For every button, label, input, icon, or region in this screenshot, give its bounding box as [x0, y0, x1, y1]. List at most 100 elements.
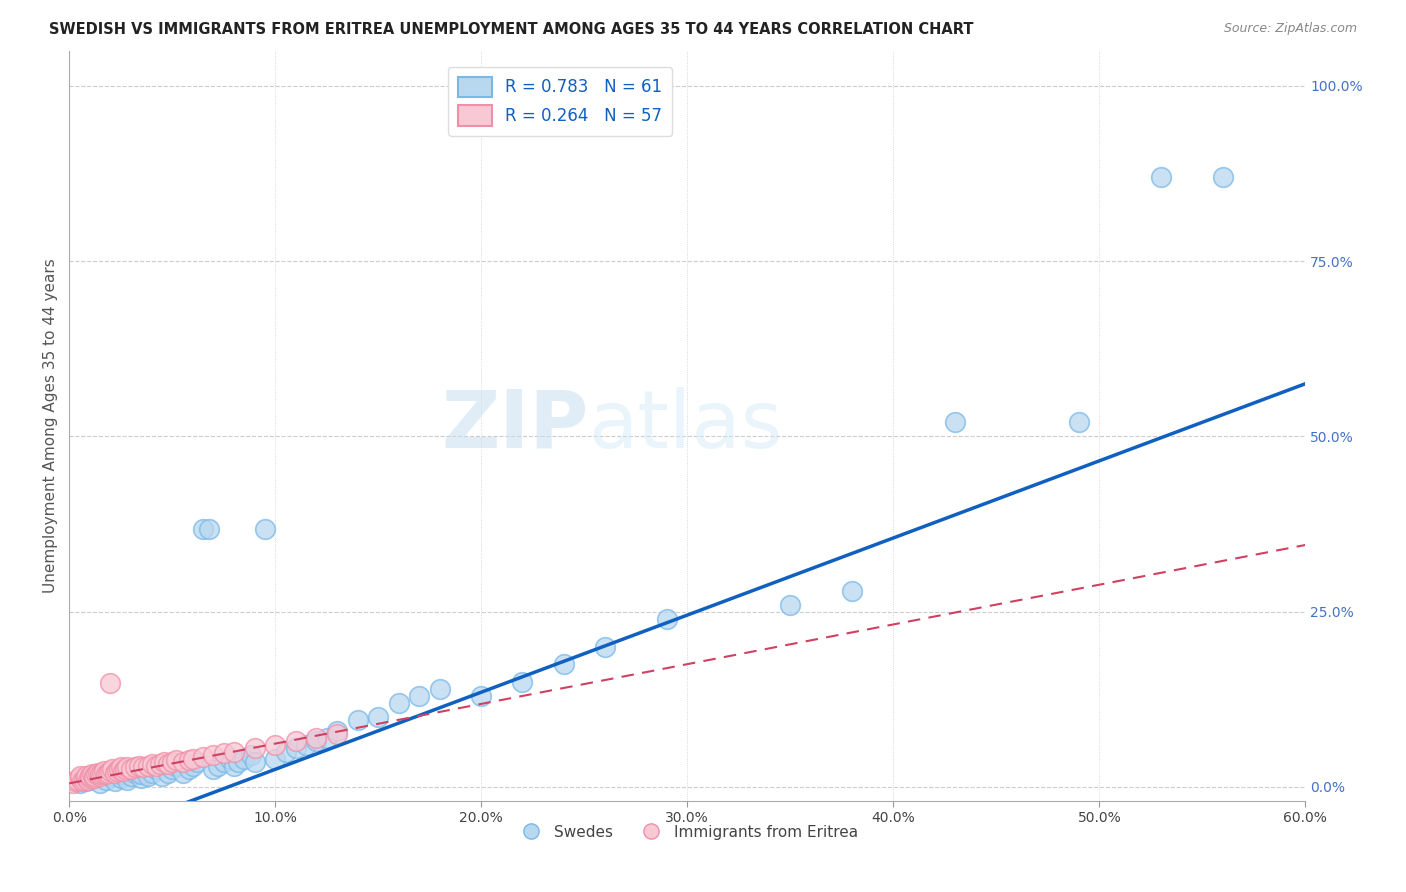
Point — [233, 752, 256, 766]
Point — [124, 765, 146, 780]
Point — [79, 769, 101, 783]
Y-axis label: Unemployment Among Ages 35 to 44 years: Unemployment Among Ages 35 to 44 years — [44, 259, 58, 593]
Point — [120, 769, 142, 783]
Point — [207, 759, 229, 773]
Point — [157, 765, 180, 780]
Text: ZIP: ZIP — [441, 387, 589, 465]
Point — [84, 767, 107, 781]
Point — [239, 748, 262, 763]
Point — [141, 765, 163, 780]
Point — [162, 762, 184, 776]
Point — [172, 765, 194, 780]
Point — [1067, 415, 1090, 429]
Point — [655, 611, 678, 625]
Point — [83, 772, 105, 786]
Point — [132, 760, 155, 774]
Point — [69, 769, 91, 783]
Point — [89, 776, 111, 790]
Point — [128, 759, 150, 773]
Point — [105, 764, 128, 779]
Point — [177, 762, 200, 776]
Point — [150, 769, 173, 783]
Point — [198, 522, 221, 536]
Point — [115, 760, 138, 774]
Point — [100, 769, 122, 783]
Point — [191, 522, 214, 536]
Point — [408, 689, 430, 703]
Point — [212, 746, 235, 760]
Point — [87, 765, 110, 780]
Point — [429, 681, 451, 696]
Point — [75, 769, 97, 783]
Point — [111, 764, 134, 779]
Point — [512, 674, 534, 689]
Point — [219, 752, 242, 766]
Point — [75, 774, 97, 789]
Point — [346, 713, 368, 727]
Point — [110, 767, 132, 781]
Point — [153, 756, 176, 770]
Point — [136, 759, 159, 773]
Point — [89, 767, 111, 781]
Point — [79, 772, 101, 787]
Point — [72, 772, 94, 787]
Text: Source: ZipAtlas.com: Source: ZipAtlas.com — [1223, 22, 1357, 36]
Point — [69, 772, 91, 786]
Point — [120, 762, 142, 776]
Point — [253, 522, 276, 536]
Point — [89, 769, 111, 783]
Point — [93, 764, 115, 779]
Text: SWEDISH VS IMMIGRANTS FROM ERITREA UNEMPLOYMENT AMONG AGES 35 TO 44 YEARS CORREL: SWEDISH VS IMMIGRANTS FROM ERITREA UNEMP… — [49, 22, 974, 37]
Point — [305, 734, 328, 748]
Point — [181, 752, 204, 766]
Point — [284, 734, 307, 748]
Point — [136, 769, 159, 783]
Point — [114, 762, 136, 776]
Point — [107, 762, 129, 776]
Point — [284, 741, 307, 756]
Point — [79, 772, 101, 786]
Point — [388, 696, 411, 710]
Point — [83, 772, 105, 786]
Point — [80, 767, 103, 781]
Point — [177, 753, 200, 767]
Point — [1212, 169, 1234, 184]
Point — [97, 765, 120, 780]
Point — [100, 676, 122, 690]
Point — [841, 583, 863, 598]
Point — [181, 759, 204, 773]
Point — [191, 750, 214, 764]
Point — [62, 776, 84, 790]
Point — [83, 769, 105, 783]
Point — [141, 757, 163, 772]
Point — [243, 741, 266, 756]
Point — [157, 757, 180, 772]
Point — [553, 657, 575, 672]
Point — [315, 731, 337, 745]
Point — [110, 760, 132, 774]
Point — [115, 772, 138, 787]
Point — [103, 765, 125, 780]
Point — [100, 764, 122, 779]
Legend: Swedes, Immigrants from Eritrea: Swedes, Immigrants from Eritrea — [510, 819, 865, 846]
Point — [75, 772, 97, 786]
Point — [110, 772, 132, 786]
Point — [243, 756, 266, 770]
Point — [76, 772, 98, 787]
Text: atlas: atlas — [589, 387, 783, 465]
Point — [103, 774, 125, 789]
Point — [66, 772, 89, 787]
Point — [101, 762, 124, 776]
Point — [162, 756, 184, 770]
Point — [779, 598, 801, 612]
Point — [145, 759, 167, 773]
Point — [326, 723, 349, 738]
Point — [96, 772, 118, 787]
Point — [202, 748, 225, 763]
Point — [165, 759, 187, 773]
Point — [131, 772, 153, 786]
Point — [264, 752, 287, 766]
Point — [91, 765, 114, 780]
Point — [165, 753, 187, 767]
Point — [96, 767, 118, 781]
